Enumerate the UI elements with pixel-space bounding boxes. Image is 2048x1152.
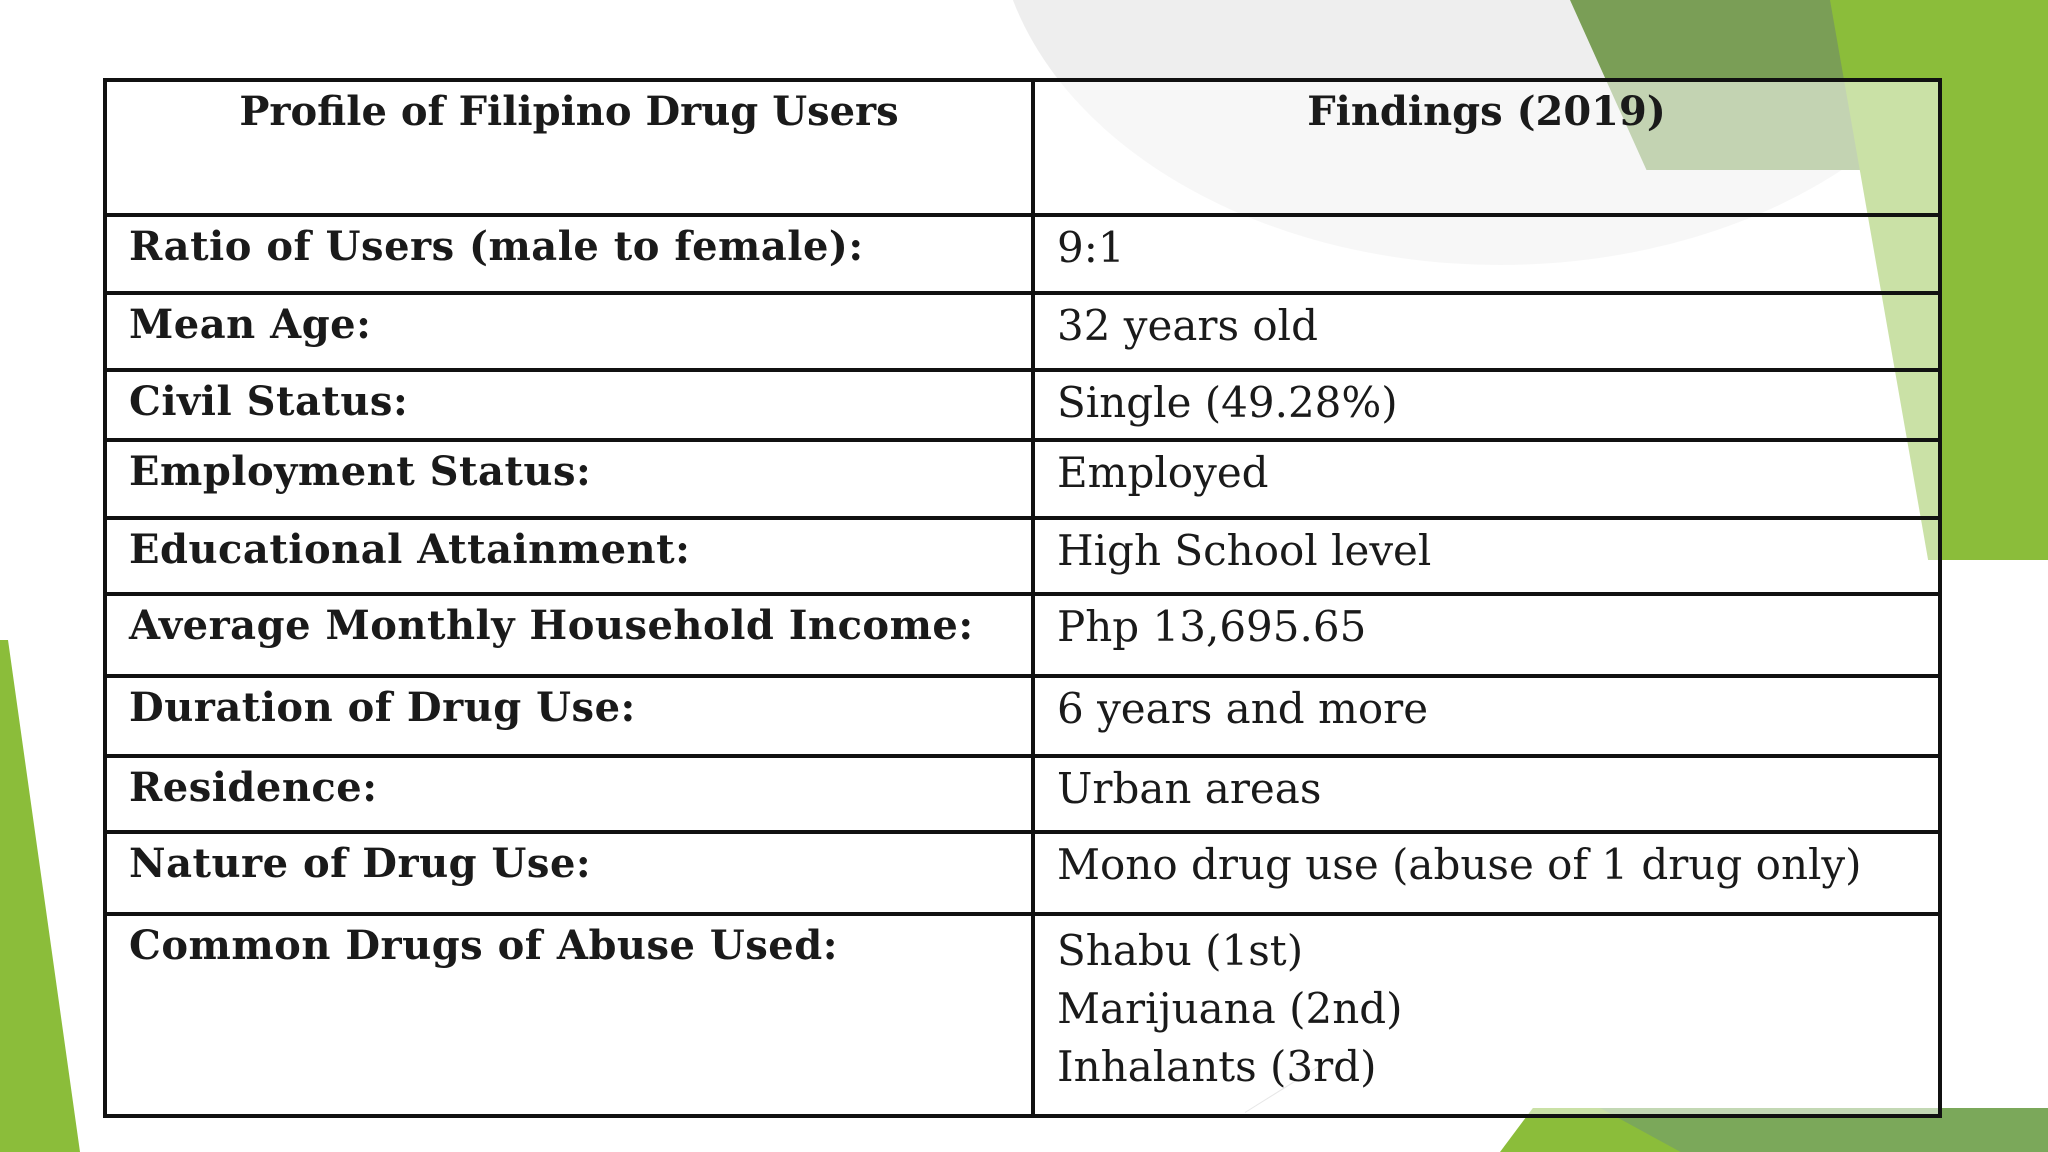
table-row: Common Drugs of Abuse Used: Shabu (1st) … xyxy=(103,912,1942,1118)
header-findings: Findings (2019) xyxy=(1031,78,1942,217)
table-row: Ratio of Users (male to female): 9:1 xyxy=(103,213,1942,295)
row-label: Mean Age: xyxy=(103,291,1035,372)
profile-table: Profile of Filipino Drug Users Findings … xyxy=(103,78,1942,1118)
table-row: Residence: Urban areas xyxy=(103,754,1942,834)
row-value: Employed xyxy=(1031,438,1942,520)
drug-item: Marijuana (2nd) xyxy=(1057,984,1403,1033)
row-label: Civil Status: xyxy=(103,368,1035,442)
table-row: Duration of Drug Use: 6 years and more xyxy=(103,674,1942,758)
row-label: Employment Status: xyxy=(103,438,1035,520)
row-value-list: Shabu (1st) Marijuana (2nd) Inhalants (3… xyxy=(1031,912,1942,1118)
table-row: Average Monthly Household Income: Php 13… xyxy=(103,592,1942,678)
row-value: Php 13,695.65 xyxy=(1031,592,1942,678)
row-value: 32 years old xyxy=(1031,291,1942,372)
row-label: Duration of Drug Use: xyxy=(103,674,1035,758)
row-value: 6 years and more xyxy=(1031,674,1942,758)
row-label: Average Monthly Household Income: xyxy=(103,592,1035,678)
row-label: Common Drugs of Abuse Used: xyxy=(103,912,1035,1118)
table-row: Civil Status: Single (49.28%) xyxy=(103,368,1942,442)
table-row: Employment Status: Employed xyxy=(103,438,1942,520)
row-value: Mono drug use (abuse of 1 drug only) xyxy=(1031,830,1942,916)
row-value: Urban areas xyxy=(1031,754,1942,834)
drug-item: Shabu (1st) xyxy=(1057,926,1304,975)
table-header-row: Profile of Filipino Drug Users Findings … xyxy=(103,78,1942,217)
table-row: Educational Attainment: High School leve… xyxy=(103,516,1942,596)
table-row: Nature of Drug Use: Mono drug use (abuse… xyxy=(103,830,1942,916)
drug-item: Inhalants (3rd) xyxy=(1057,1042,1377,1091)
row-label: Nature of Drug Use: xyxy=(103,830,1035,916)
row-value: 9:1 xyxy=(1031,213,1942,295)
row-label: Educational Attainment: xyxy=(103,516,1035,596)
header-profile: Profile of Filipino Drug Users xyxy=(103,78,1035,217)
decorative-green-shape-left xyxy=(0,640,80,1152)
row-label: Residence: xyxy=(103,754,1035,834)
row-label: Ratio of Users (male to female): xyxy=(103,213,1035,295)
row-value: Single (49.28%) xyxy=(1031,368,1942,442)
row-value: High School level xyxy=(1031,516,1942,596)
table-row: Mean Age: 32 years old xyxy=(103,291,1942,372)
